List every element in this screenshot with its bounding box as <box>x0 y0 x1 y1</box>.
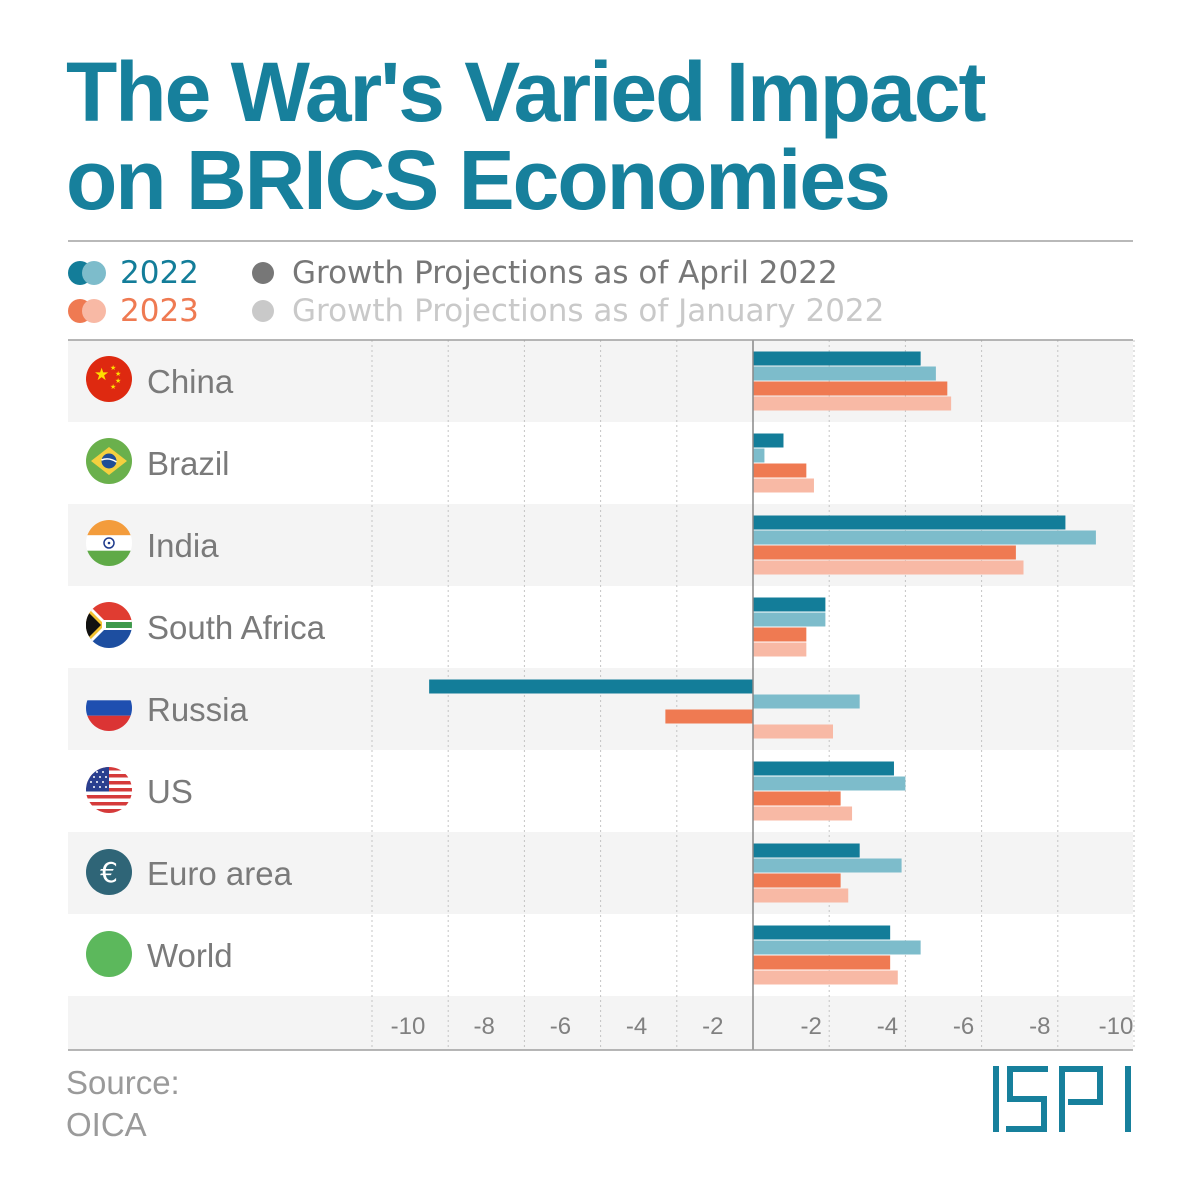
x-tick-label: -6 <box>953 1013 974 1040</box>
bar <box>753 970 898 985</box>
legend-2023: 2023 <box>68 292 199 330</box>
x-tick-label: -6 <box>550 1013 571 1040</box>
row-label: World <box>147 937 233 974</box>
bar <box>753 478 814 493</box>
bar <box>753 530 1096 545</box>
bar <box>753 366 936 381</box>
svg-text:★: ★ <box>94 365 109 385</box>
legend-january-dot <box>252 300 274 322</box>
bar <box>753 396 952 411</box>
legend-2022-january-dot <box>82 261 106 285</box>
svg-text:★: ★ <box>115 370 121 378</box>
legend-2023-dots <box>68 299 112 323</box>
svg-text:★: ★ <box>110 364 116 372</box>
x-tick-label: -10 <box>1099 1013 1134 1040</box>
bar <box>753 791 841 806</box>
row-label: China <box>147 363 234 400</box>
bar <box>753 545 1016 560</box>
legend-2023-label: 2023 <box>120 293 199 329</box>
row-label: South Africa <box>147 609 325 646</box>
source-value: OICA <box>66 1106 147 1143</box>
bar <box>753 888 849 903</box>
india-flag-icon <box>86 520 132 566</box>
russia-flag-icon <box>86 685 132 731</box>
us-flag-icon <box>86 767 132 813</box>
south-africa-flag-icon <box>86 602 132 648</box>
bar <box>753 806 853 821</box>
bar <box>753 448 765 463</box>
svg-text:★: ★ <box>115 377 121 385</box>
bar <box>753 694 860 709</box>
bar <box>429 679 753 694</box>
x-tick-label: -2 <box>702 1013 723 1040</box>
bar <box>753 873 841 888</box>
row-label: Euro area <box>147 855 292 892</box>
title-line-1: The War's Varied Impact <box>66 45 987 139</box>
legend-april-dot <box>252 262 274 284</box>
row-label: India <box>147 527 219 564</box>
x-tick-label: -8 <box>474 1013 495 1040</box>
bar <box>753 381 948 396</box>
row-label: US <box>147 773 193 810</box>
svg-text:€: € <box>100 856 118 889</box>
ispi-logo <box>993 1066 1131 1132</box>
chart-title: The War's Varied Impact on BRICS Economi… <box>66 48 1146 224</box>
x-tick-label: -8 <box>1029 1013 1050 1040</box>
x-tick-label: -4 <box>626 1013 647 1040</box>
x-tick-label: -10 <box>391 1013 426 1040</box>
row-label: Russia <box>147 691 248 728</box>
bar <box>753 515 1066 530</box>
legend-january: Growth Projections as of January 2022 <box>252 292 884 330</box>
bar <box>753 724 834 739</box>
bar <box>753 612 826 627</box>
source-note: Source: OICA <box>66 1062 180 1146</box>
legend-april-label: Growth Projections as of April 2022 <box>292 255 838 291</box>
svg-text:★: ★ <box>110 383 116 391</box>
bar <box>753 776 906 791</box>
legend: 2022 2023 Growth Projections as of April… <box>68 252 1133 332</box>
bar <box>753 597 826 612</box>
bar <box>665 709 753 724</box>
bar <box>753 761 894 776</box>
legend-2022-dots <box>68 261 112 285</box>
bar <box>753 858 902 873</box>
bar <box>753 955 891 970</box>
title-line-2: on BRICS Economies <box>66 133 891 227</box>
bar <box>753 627 807 642</box>
bar <box>753 351 921 366</box>
legend-2022-label: 2022 <box>120 255 199 291</box>
top-divider <box>68 240 1133 242</box>
x-tick-label: -2 <box>801 1013 822 1040</box>
source-label: Source: <box>66 1064 180 1101</box>
bar <box>753 560 1024 575</box>
bar <box>753 642 807 657</box>
brazil-flag-icon <box>86 438 132 484</box>
bar <box>753 843 860 858</box>
row-label: Brazil <box>147 445 230 482</box>
x-tick-label: -4 <box>877 1013 898 1040</box>
bar <box>753 433 784 448</box>
world-circle-icon <box>86 931 132 977</box>
bar <box>753 463 807 478</box>
legend-january-label: Growth Projections as of January 2022 <box>292 293 885 329</box>
bar <box>753 940 921 955</box>
legend-2022: 2022 <box>68 254 199 292</box>
bar <box>753 925 891 940</box>
legend-2023-january-dot <box>82 299 106 323</box>
legend-april: Growth Projections as of April 2022 <box>252 254 838 292</box>
euro-icon: € <box>86 849 132 895</box>
china-flag-icon: ★ ★ ★ ★ ★ <box>86 356 132 402</box>
